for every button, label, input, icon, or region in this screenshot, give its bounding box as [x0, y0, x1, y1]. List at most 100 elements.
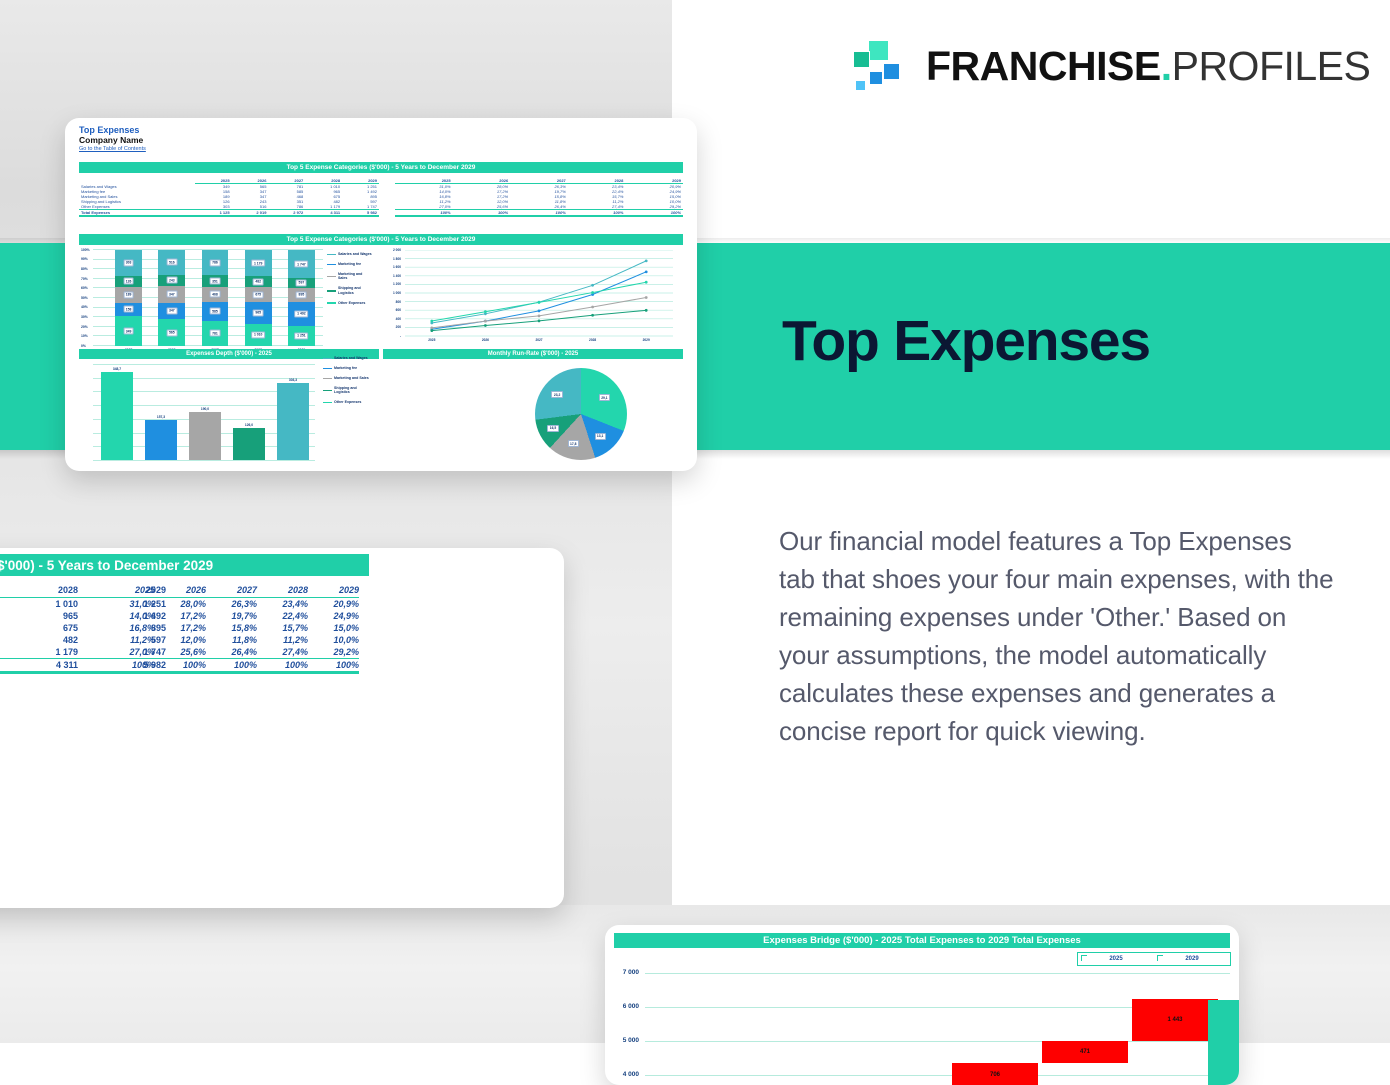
table-cell: 16,8% [129, 623, 155, 633]
waterfall-bar: 706 [952, 1063, 1038, 1085]
chart-y-tick: 40% [81, 305, 88, 310]
table-cell: 482 [333, 199, 341, 204]
table-cell: 17,2% [496, 194, 509, 199]
chart-stacked-bar-mini[interactable]: 0% 10% 20% 30% 40% 50% 60% 70% 80% 90% 100% 349 158 1… [81, 248, 323, 352]
chart-y-tick: 10% [81, 334, 88, 339]
chart-bar-column: 565 347 347 243 516 [158, 250, 186, 346]
legend-swatch [323, 367, 332, 369]
table-cell: 895 [370, 194, 377, 199]
legend-label: Marketing and Sales [334, 375, 369, 380]
table-row: 16,8% 17,2% 15,8% 15,7% 15,0% [395, 194, 683, 199]
chart-y-tick: 20% [81, 324, 88, 329]
chart-x-tick: 2028 [589, 338, 597, 342]
table-year-header: 2027 [268, 178, 306, 184]
table-cell: 100% [257, 658, 308, 674]
table-year-header: 2027 [206, 584, 257, 598]
table-cell: 349 [222, 184, 230, 189]
table-row: 16,8% 17,2% 15,8% 15,7% 15,0% [104, 622, 359, 634]
chart-bar-value: 781 [209, 329, 221, 337]
screenshot-card-waterfall[interactable]: Expenses Bridge ($'000) - 2025 Total Exp… [605, 925, 1239, 1085]
legend-swatch [327, 263, 336, 265]
chart-y-tick: 6 000 [622, 1003, 639, 1010]
logo-squares-icon [852, 38, 908, 94]
chart-gridline [645, 1075, 1230, 1076]
legend-label: Other Expenses [334, 400, 362, 405]
waterfall-plot[interactable]: 7 000 6 000 5 000 4 000 706 471 1 443 [623, 967, 1239, 1085]
chart-bar-segment: 158 [115, 302, 142, 317]
chart-pie-mini[interactable] [535, 368, 627, 460]
legend-label: Shipping and Logistics [338, 286, 361, 295]
table-cell: 189 [222, 194, 230, 199]
chart-bar-value: 516 [166, 258, 178, 266]
table-cell: 1 251 [143, 599, 166, 609]
expense-table-percent: 2025 2026 2027 2028 2029 31,0% 28,0% 26,3% 23,4%… [395, 178, 683, 217]
legend-item: Salaries and Wages [327, 252, 372, 256]
chart-bar-value: 1 010 [251, 331, 266, 339]
table-cell: 1 179 [55, 647, 78, 657]
table-cell: 19,7% [231, 611, 257, 621]
chart-bar-segment: 189 [115, 286, 142, 303]
chart-y-tick: 100% [81, 247, 90, 252]
table-cell: 1 251 [366, 184, 377, 189]
legend-label: Shipping and Logistics [334, 385, 357, 395]
chart-y-tick: 1 600 [393, 265, 401, 270]
chart-bar [277, 383, 309, 460]
chart-pie-value: 13,1 [594, 432, 606, 440]
legend-swatch [323, 389, 332, 392]
table-row-label: Other Expenses [81, 204, 110, 209]
chart-y-tick: 60% [81, 286, 88, 291]
legend-swatch [323, 377, 332, 379]
chart-pie-value: 29,1 [598, 394, 610, 402]
table-cell: 27,4% [612, 204, 624, 209]
chart-bar-segment: 126 [115, 275, 142, 287]
screenshot-card-spreadsheet[interactable]: Top 5 Expense Categories ($'000) - 5 Yea… [0, 548, 564, 908]
table-cell: 351 [296, 199, 304, 204]
chart-bar-column: 781 585 468 351 786 [201, 250, 229, 346]
table-year-header: 2025 [104, 584, 155, 598]
screenshot-card-dashboard[interactable]: Top Expenses Company Name Go to the Tabl… [65, 118, 697, 471]
table-year-header: 2026 [155, 584, 206, 598]
table-cell: 25,6% [496, 204, 509, 209]
table-cell: 1 747 [143, 647, 166, 657]
table-cell: 15,8% [231, 623, 257, 633]
chart-line-mini[interactable]: - 200 400 600 800 1 000 1 200 1 400 1 600 1 800 2 … [383, 248, 673, 346]
waterfall-legend-item[interactable]: 2029 [1154, 953, 1230, 965]
chart-bar-value: 303,3 [288, 378, 298, 383]
chart-bar-segment: 565 [158, 319, 186, 346]
chart-bar-value: 189 [123, 291, 135, 299]
chart-bar [101, 371, 133, 460]
chart-bar-value: 351 [209, 277, 221, 285]
brand-logo: FRANCHISE.PROFILES [852, 38, 1371, 94]
chart-bar-segment: 1 492 [288, 302, 315, 326]
chart-bar-value: 482 [252, 278, 264, 286]
table-cell: 15,8% [554, 194, 566, 199]
table-row: Salaries and Wages 349 565 781 1 010 1 251 [79, 184, 379, 189]
table-row: Total Expenses 1 125 2 019 2 972 4 311 5 982 [79, 209, 379, 217]
chart-gridline [93, 460, 315, 461]
chart-column-mini[interactable]: 348,7 157,3 190,0 126,0 303,3 [87, 364, 315, 461]
table-cell: 11,2% [283, 635, 308, 645]
chart-bar-segment: 516 [158, 250, 186, 275]
table-cell: 1 125 [194, 209, 232, 217]
table-cell: 31,0% [439, 184, 451, 189]
table-row: Other Expenses 303 516 786 1 179 1 747 [79, 204, 379, 210]
spreadsheet-header: Top 5 Expense Categories ($'000) - 5 Yea… [0, 554, 369, 576]
table-row: Marketing and Sales 189 347 468 675 895 [79, 194, 379, 199]
table-cell: 303 [222, 204, 230, 209]
chart-bar-segment: 585 [201, 301, 229, 321]
table-year-header: 2026 [231, 178, 269, 184]
legend-label: Salaries and Wages [338, 252, 372, 256]
brand-wordmark: FRANCHISE.PROFILES [926, 45, 1371, 87]
chart-y-tick: 5 000 [622, 1037, 639, 1044]
table-cell: 10,0% [669, 199, 681, 204]
chart-bar-value: 468 [209, 290, 221, 298]
waterfall-legend[interactable]: 2025 2029 [1077, 952, 1231, 966]
table-year-header: 2029 [342, 178, 379, 184]
table-row: 11,2% 12,0% 11,8% 11,2% 10,0% [395, 199, 683, 204]
chart-bar-value: 347 [166, 290, 178, 298]
toc-link[interactable]: Go to the Table of Contents [79, 146, 146, 152]
table-cell: 100% [510, 209, 568, 217]
chart-y-tick: 1 800 [393, 256, 401, 261]
waterfall-legend-item[interactable]: 2025 [1078, 953, 1154, 965]
